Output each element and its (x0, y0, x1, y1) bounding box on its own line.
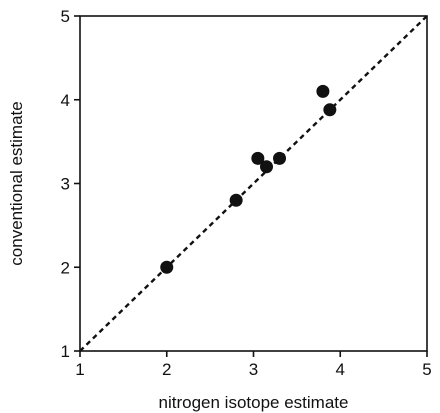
x-tick-label: 3 (249, 360, 258, 379)
x-tick-label: 2 (162, 360, 171, 379)
x-axis-label: nitrogen isotope estimate (159, 393, 349, 412)
reference-diagonal-line (79, 15, 428, 352)
x-axis-ticks: 1 2 3 4 5 (75, 351, 432, 379)
y-axis-ticks: 1 2 3 4 5 (61, 7, 80, 361)
y-tick-label: 3 (61, 175, 70, 194)
y-tick-label: 2 (61, 258, 70, 277)
y-tick-label: 1 (61, 342, 70, 361)
x-tick-label: 1 (75, 360, 84, 379)
data-point (323, 103, 337, 117)
y-tick-label: 4 (61, 91, 70, 110)
data-point (229, 193, 243, 207)
data-point (273, 151, 287, 165)
data-point (160, 260, 174, 274)
y-axis-label: conventional estimate (7, 101, 26, 265)
data-point (260, 160, 274, 174)
x-tick-label: 5 (422, 360, 431, 379)
data-point (316, 84, 330, 98)
data-points (160, 84, 337, 274)
y-tick-label: 5 (61, 7, 70, 26)
plot-area: 1 2 3 4 5 1 2 3 4 5 (61, 7, 432, 379)
x-tick-label: 4 (336, 360, 345, 379)
data-point (251, 151, 265, 165)
